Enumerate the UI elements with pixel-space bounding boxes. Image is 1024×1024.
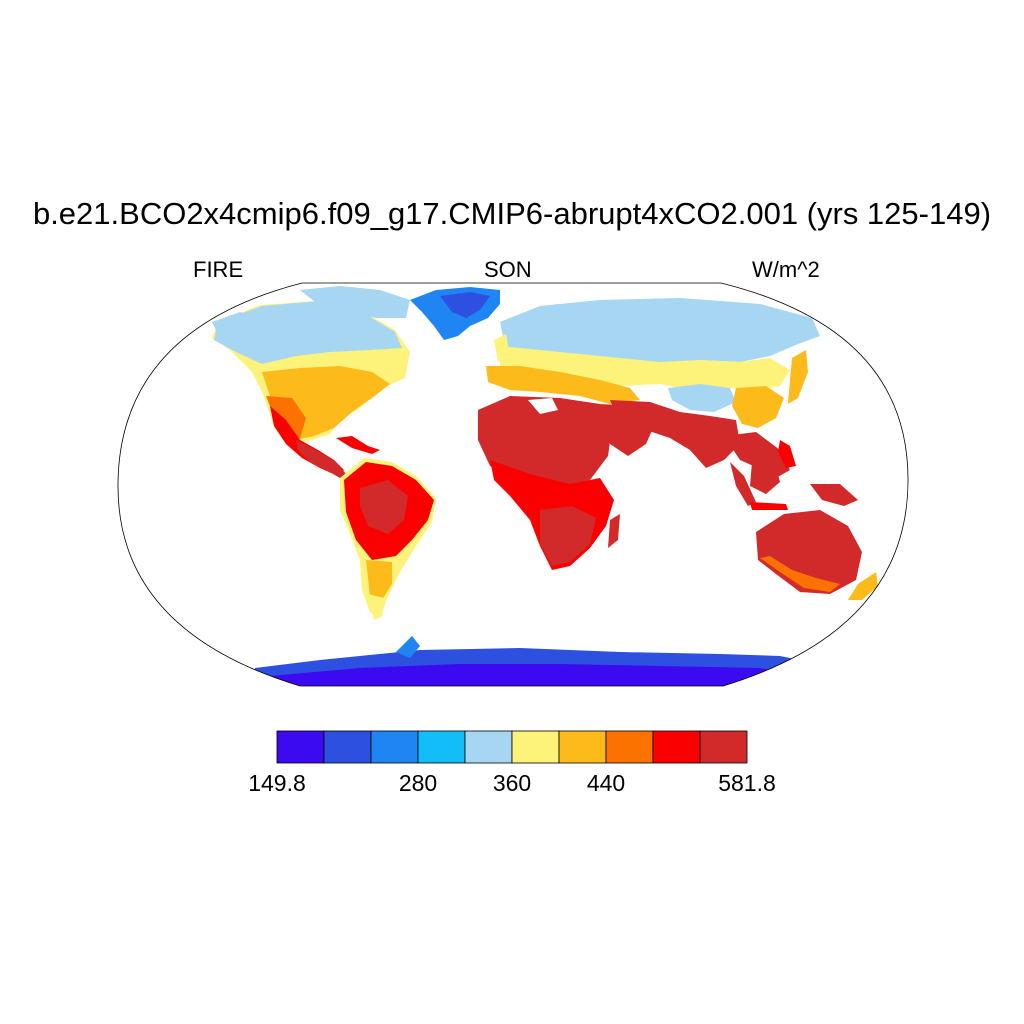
colorbar-tick-label: 280 (398, 770, 438, 796)
colorbar-box-8 (652, 730, 701, 764)
antarctica-interior (262, 664, 800, 686)
colorbar-box-0 (276, 730, 325, 764)
map-boundary (117, 282, 909, 687)
colorbar-tick-label: 360 (492, 770, 532, 796)
southern-cone (366, 560, 392, 600)
central-america (296, 440, 346, 478)
borneo (750, 460, 780, 494)
colorbar-box-2 (370, 730, 419, 764)
arctic-canada (214, 300, 402, 364)
tibet (668, 384, 736, 412)
patagonia (368, 594, 384, 620)
colorbar-box-4 (464, 730, 513, 764)
sumatra (730, 462, 756, 506)
arctic-islands (300, 286, 410, 318)
philippines (778, 440, 796, 468)
plot-title: b.e21.BCO2x4cmip6.f09_g17.CMIP6-abrupt4x… (32, 196, 992, 231)
antarctic-peninsula (396, 636, 420, 658)
colorbar-box-1 (323, 730, 372, 764)
colorbar-tick-label: 581.8 (718, 770, 776, 796)
colorbar-tick-label: 440 (586, 770, 626, 796)
uk (494, 334, 510, 362)
greenland-interior (440, 292, 490, 318)
colorbar-box-3 (417, 730, 466, 764)
caribbean (336, 436, 380, 454)
arabia (598, 404, 654, 456)
africa-south (540, 506, 596, 566)
colorbar-box-5 (511, 730, 560, 764)
colorbar-box-6 (558, 730, 607, 764)
new-guinea (810, 484, 858, 506)
colorbar-box-9 (699, 730, 748, 764)
japan (788, 350, 808, 404)
alaska (212, 312, 262, 340)
colorbar-box-7 (605, 730, 654, 764)
sahara-white-patch (528, 398, 558, 414)
madagascar (608, 514, 620, 548)
australia-south (760, 556, 840, 592)
europe-south (486, 366, 640, 404)
variable-label: FIRE (193, 257, 244, 282)
scandinavia (520, 304, 576, 336)
east-asia (732, 386, 784, 428)
colorbar (276, 730, 748, 764)
java (750, 502, 788, 510)
season-label: SON (484, 257, 532, 282)
africa-north (478, 396, 612, 488)
eurasia-north (500, 298, 820, 364)
colorbar-tick-label: 149.8 (248, 770, 306, 796)
units-label: W/m^2 (752, 257, 820, 282)
brazil-hot (360, 480, 408, 534)
new-zealand (848, 572, 878, 600)
land-layer (212, 286, 878, 686)
